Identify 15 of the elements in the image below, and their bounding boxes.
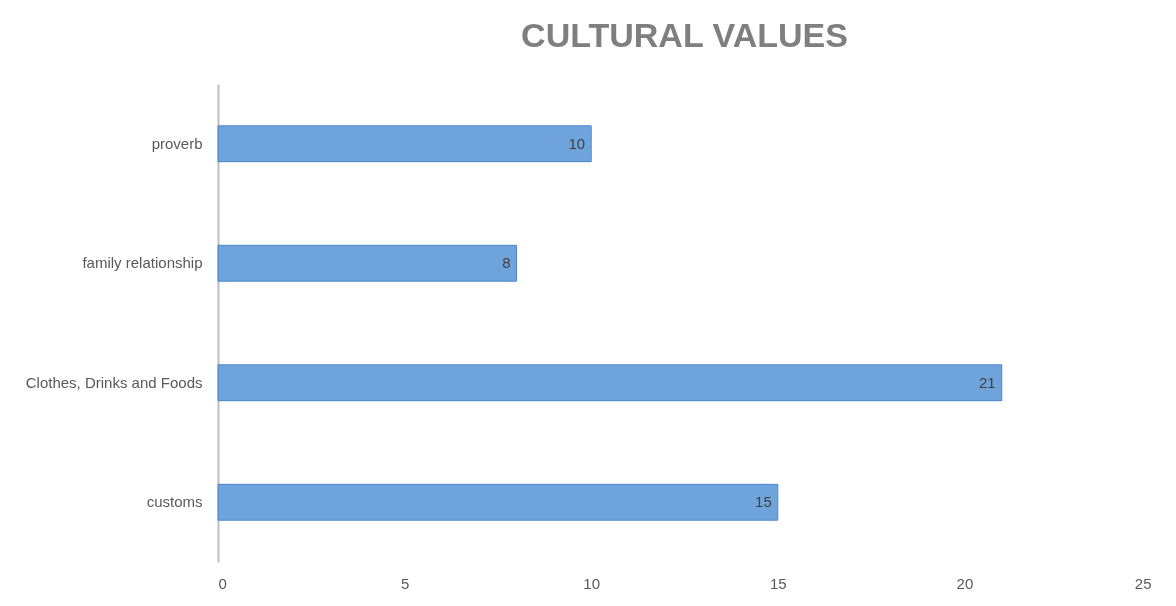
- x-tick-label: 15: [769, 574, 787, 592]
- data-label: 10: [568, 134, 586, 152]
- data-label: 8: [502, 254, 511, 272]
- data-label: 15: [755, 493, 772, 511]
- chart-title: CULTURAL VALUES: [521, 16, 848, 54]
- x-tick-label: 0: [218, 574, 227, 592]
- y-tick-label: proverb: [151, 134, 203, 152]
- y-tick-label: Clothes, Drinks and Foods: [25, 373, 203, 391]
- y-tick-label: family relationship: [82, 254, 203, 272]
- x-tick-label: 20: [956, 574, 974, 592]
- x-tick-label: 5: [400, 574, 410, 592]
- x-tick-label: 25: [1134, 574, 1152, 592]
- data-label: 21: [979, 373, 996, 391]
- y-tick-label: customs: [146, 493, 203, 511]
- x-tick-label: 10: [583, 574, 601, 592]
